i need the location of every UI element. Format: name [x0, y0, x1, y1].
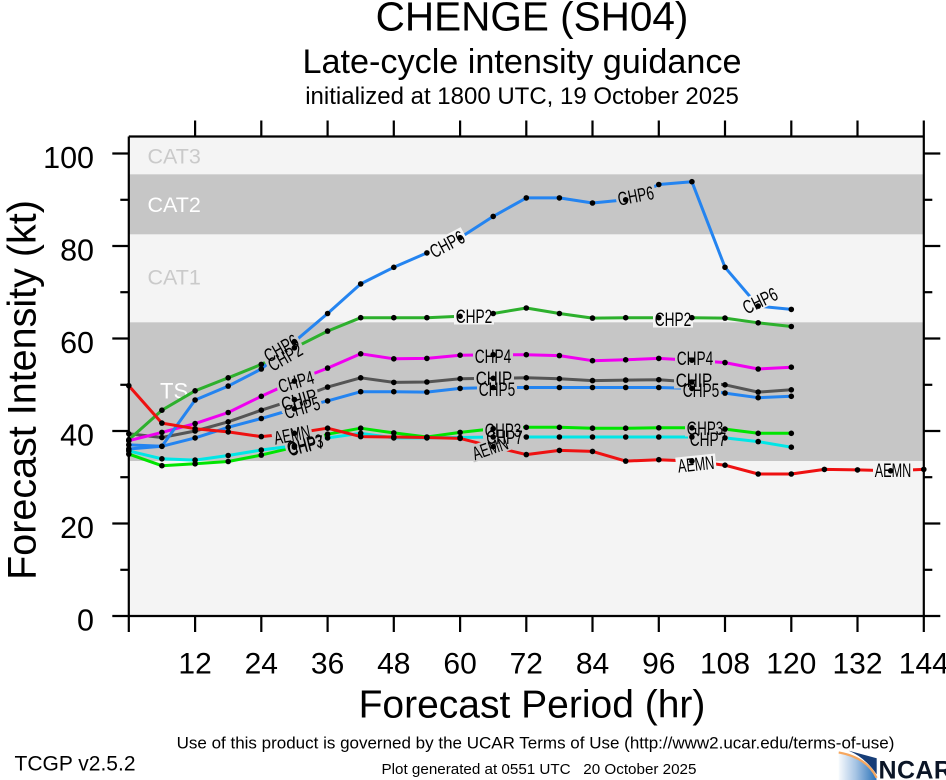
- svg-text:0: 0: [77, 604, 94, 638]
- svg-text:Plot generated at 0551 UTC 2: Plot generated at 0551 UTC 20 October 20…: [382, 761, 697, 778]
- svg-text:144: 144: [899, 648, 946, 681]
- svg-text:CHP7: CHP7: [486, 428, 523, 449]
- svg-text:CHP2: CHP2: [456, 307, 493, 328]
- svg-text:20: 20: [60, 511, 94, 545]
- svg-text:108: 108: [700, 648, 750, 681]
- svg-text:CHP5: CHP5: [683, 381, 720, 402]
- svg-text:100: 100: [43, 141, 94, 175]
- svg-text:Forecast Period (hr): Forecast Period (hr): [359, 684, 706, 727]
- svg-text:CHP7: CHP7: [690, 430, 727, 451]
- svg-text:Use of this product is governe: Use of this product is governed by the U…: [177, 734, 895, 753]
- svg-text:CHENGE (SH04): CHENGE (SH04): [376, 0, 689, 40]
- svg-text:84: 84: [576, 648, 609, 681]
- svg-text:CHP2: CHP2: [655, 310, 692, 331]
- svg-text:36: 36: [311, 648, 344, 681]
- svg-text:CAT1: CAT1: [148, 266, 201, 290]
- svg-text:TS: TS: [160, 379, 188, 404]
- svg-text:120: 120: [766, 648, 816, 681]
- svg-text:AEMN: AEMN: [677, 453, 715, 478]
- svg-text:60: 60: [443, 648, 476, 681]
- svg-text:96: 96: [642, 648, 675, 681]
- svg-text:80: 80: [60, 234, 94, 268]
- svg-text:CHP5: CHP5: [479, 380, 516, 401]
- svg-text:12: 12: [178, 648, 211, 681]
- svg-text:Late-cycle intensity guidance: Late-cycle intensity guidance: [303, 43, 742, 81]
- svg-text:CAT2: CAT2: [148, 193, 201, 217]
- svg-text:60: 60: [60, 326, 94, 360]
- svg-text:CHP4: CHP4: [677, 349, 714, 370]
- svg-text:GHP3: GHP3: [687, 419, 724, 440]
- svg-text:24: 24: [245, 648, 278, 681]
- svg-text:40: 40: [60, 419, 94, 453]
- svg-text:TCGP v2.5.2: TCGP v2.5.2: [15, 753, 136, 776]
- svg-text:CAT3: CAT3: [148, 145, 201, 169]
- svg-text:NCAR: NCAR: [879, 757, 946, 780]
- svg-text:132: 132: [832, 648, 882, 681]
- svg-text:48: 48: [377, 648, 410, 681]
- svg-text:72: 72: [510, 648, 543, 681]
- svg-text:Forecast Intensity (kt): Forecast Intensity (kt): [1, 200, 45, 580]
- svg-text:initialized at 1800 UTC, 19 Oc: initialized at 1800 UTC, 19 October 2025: [305, 83, 739, 110]
